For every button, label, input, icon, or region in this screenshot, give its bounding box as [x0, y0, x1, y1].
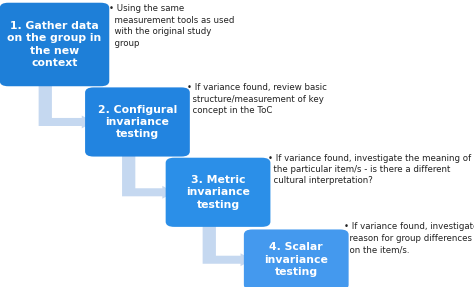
Polygon shape — [202, 222, 252, 266]
FancyBboxPatch shape — [85, 87, 190, 157]
FancyBboxPatch shape — [0, 3, 109, 86]
FancyBboxPatch shape — [166, 158, 270, 227]
Text: 2. Configural
invariance
testing: 2. Configural invariance testing — [98, 104, 177, 139]
Text: 4. Scalar
invariance
testing: 4. Scalar invariance testing — [264, 242, 328, 277]
FancyBboxPatch shape — [244, 230, 348, 287]
Text: • If variance found, review basic
  structure/measurement of key
  concept in th: • If variance found, review basic struct… — [187, 83, 327, 115]
Text: 1. Gather data
on the group in
the new
context: 1. Gather data on the group in the new c… — [8, 21, 101, 68]
Text: • If variance found, investigate the meaning of
  the particular item/s - is the: • If variance found, investigate the mea… — [268, 154, 471, 185]
Polygon shape — [38, 81, 93, 128]
Text: 3. Metric
invariance
testing: 3. Metric invariance testing — [186, 175, 250, 210]
Text: • Using the same
  measurement tools as used
  with the original study
  group: • Using the same measurement tools as us… — [109, 4, 235, 48]
Text: • If variance found, investigate
  reason for group differences
  on the item/s.: • If variance found, investigate reason … — [344, 222, 474, 254]
Polygon shape — [122, 152, 174, 199]
